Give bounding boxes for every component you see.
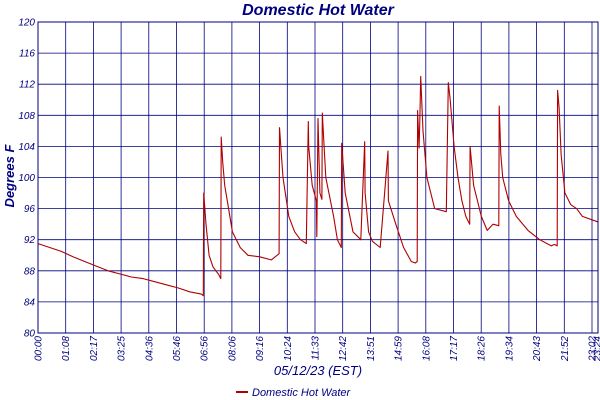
series-line-domestic-hot-water xyxy=(37,75,598,297)
x-tick-label: 14:59 xyxy=(394,336,405,361)
x-tick-label: 01:08 xyxy=(61,336,72,361)
x-tick-label: 05:46 xyxy=(172,336,183,361)
legend: Domestic Hot Water xyxy=(236,387,352,399)
chart-title: Domestic Hot Water xyxy=(242,2,395,19)
y-tick-label: 108 xyxy=(18,111,35,122)
x-tick-label: 08:06 xyxy=(227,336,238,361)
x-tick-label: 23:02 xyxy=(588,336,599,362)
y-tick-label: 100 xyxy=(18,173,35,184)
x-tick-label: 16:08 xyxy=(421,336,432,361)
legend-label: Domestic Hot Water xyxy=(252,387,352,399)
x-tick-label: 19:34 xyxy=(504,336,515,361)
x-tick-label: 09:16 xyxy=(255,336,266,361)
x-tick-label: 13:51 xyxy=(366,336,377,361)
grid xyxy=(38,21,598,334)
y-axis-ticks: 80 84 88 92 96 100 104 108 112 116 120 xyxy=(18,18,35,340)
x-tick-label: 06:56 xyxy=(200,336,211,361)
x-tick-label: 02:17 xyxy=(89,336,100,361)
y-tick-label: 80 xyxy=(24,329,36,340)
x-axis-label: 05/12/23 (EST) xyxy=(274,363,362,378)
x-tick-label: 20:43 xyxy=(532,336,543,362)
y-axis-label: Degrees F xyxy=(2,144,17,208)
y-tick-label: 92 xyxy=(24,235,36,246)
y-tick-label: 116 xyxy=(19,49,35,60)
x-tick-label: 03:25 xyxy=(117,336,128,361)
y-tick-label: 112 xyxy=(19,80,35,91)
x-tick-label: 21:52 xyxy=(560,336,571,362)
y-tick-label: 104 xyxy=(18,142,35,153)
x-tick-label: 10:24 xyxy=(283,336,294,361)
x-tick-label: 12:42 xyxy=(338,336,349,361)
y-tick-label: 88 xyxy=(24,266,36,277)
x-tick-label: 23:24 xyxy=(593,336,600,362)
y-tick-label: 120 xyxy=(18,18,35,29)
y-tick-label: 96 xyxy=(24,204,36,215)
x-tick-label: 00:00 xyxy=(34,336,45,361)
x-tick-label: 11:33 xyxy=(311,336,322,361)
x-tick-label: 18:26 xyxy=(477,336,488,361)
x-tick-label: 17:17 xyxy=(449,336,460,361)
y-tick-label: 84 xyxy=(24,297,36,308)
x-tick-label: 04:36 xyxy=(144,336,155,361)
x-axis-ticks: 00:00 01:08 02:17 03:25 04:36 05:46 06:56 08:06… xyxy=(34,336,600,362)
plot-area xyxy=(37,21,599,334)
